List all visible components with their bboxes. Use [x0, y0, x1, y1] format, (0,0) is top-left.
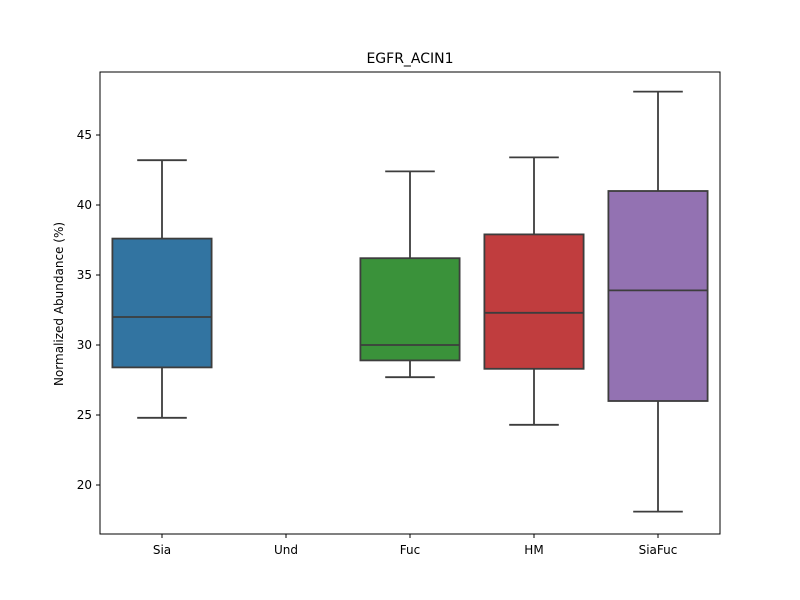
box-sia [111, 159, 213, 419]
chart-title: EGFR_ACIN1 [366, 51, 453, 67]
box-hm [483, 156, 585, 426]
iqr-box [607, 190, 709, 402]
iqr-box [111, 237, 213, 369]
x-axis: Sia Und Fuc HM SiaFuc [153, 534, 678, 557]
x-tick-label: Und [274, 543, 298, 557]
iqr-box [359, 257, 461, 362]
y-tick-label: 20 [77, 478, 92, 492]
y-axis-label: Normalized Abundance (%) [52, 222, 66, 386]
y-axis: 20 25 30 35 40 45 [77, 128, 100, 492]
x-tick-label: SiaFuc [639, 543, 678, 557]
x-tick-label: Fuc [400, 543, 420, 557]
box-siafuc [607, 90, 709, 513]
y-tick-label: 45 [77, 128, 92, 142]
y-tick-label: 35 [77, 268, 92, 282]
y-tick-label: 30 [77, 338, 92, 352]
x-tick-label: HM [524, 543, 543, 557]
iqr-box [483, 233, 585, 370]
box-fuc [359, 170, 461, 379]
x-tick-label: Sia [153, 543, 171, 557]
plot-area [111, 90, 709, 513]
plot-frame [99, 71, 721, 535]
y-tick-label: 40 [77, 198, 92, 212]
y-tick-label: 25 [77, 408, 92, 422]
